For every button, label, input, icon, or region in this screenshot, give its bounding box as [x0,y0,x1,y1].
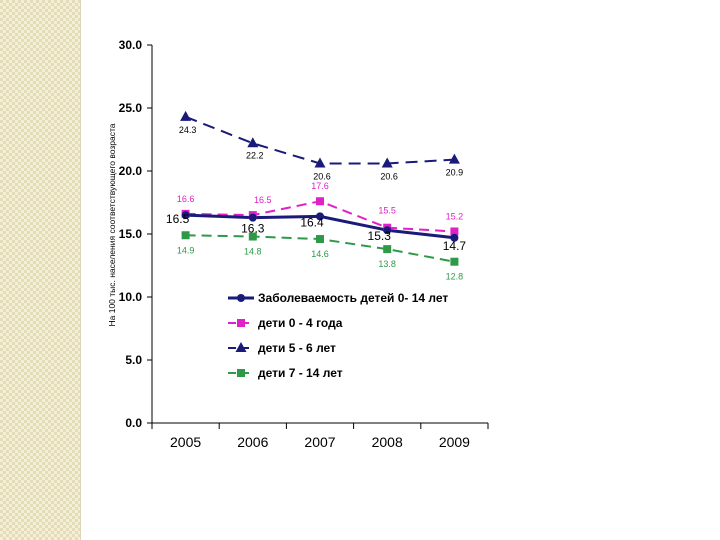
data-label: 15.2 [446,211,464,221]
data-label: 20.6 [313,171,331,181]
data-label: 22.2 [246,150,264,160]
y-tick-label: 20.0 [119,164,143,178]
data-point [248,232,257,241]
data-label: 14.8 [244,247,262,257]
data-label: 16.4 [300,215,324,229]
legend-marker [237,294,245,302]
legend-label: дети 0 - 4 года [258,316,343,330]
legend-label: Заболеваемость детей 0- 14 лет [258,291,448,305]
data-label: 20.9 [446,168,464,178]
data-point [316,212,324,221]
legend-marker [237,319,245,327]
legend-label: дети 7 - 14 лет [258,366,343,380]
series-line [185,115,455,165]
legend-label: дети 5 - 6 лет [258,341,336,355]
legend-marker [237,369,245,377]
data-point [450,257,459,266]
y-tick-label: 15.0 [119,227,143,241]
data-point [314,157,326,168]
data-label: 24.3 [179,125,197,135]
data-point [383,226,392,235]
data-label: 16.5 [254,195,272,205]
y-tick-label: 30.0 [119,38,143,52]
legend-marker [235,342,247,352]
data-label: 16.6 [177,194,195,204]
data-point [316,197,324,206]
panel-divider [80,0,81,540]
data-label: 14.6 [311,249,329,259]
x-axis-ticks: 2005 2006 2007 2008 2009 [151,423,489,450]
x-tick-label: 2007 [304,434,335,450]
y-tick-label: 10.0 [119,290,143,304]
data-point [381,157,393,168]
data-label: 16.3 [241,222,265,236]
data-label: 15.5 [378,206,396,216]
data-point [180,110,192,121]
y-axis-ticks: 0.0 5.0 10.0 15.0 20.0 25.0 30.0 [119,38,152,430]
data-point [181,211,190,220]
x-tick-label: 2009 [439,434,470,450]
data-label: 12.8 [446,272,464,282]
y-tick-label: 0.0 [125,416,142,430]
data-labels: 16.5 16.3 16.4 15.3 14.7 16.6 16.5 17.6 15.5 15.2… [166,125,466,282]
data-label: 20.6 [380,171,398,181]
data-label: 13.8 [378,259,396,269]
series-markers [180,110,460,266]
data-point [450,233,459,242]
y-tick-label: 25.0 [119,101,143,115]
data-point [247,137,259,148]
data-label: 15.3 [368,229,392,243]
y-tick-label: 5.0 [125,353,142,367]
data-point [450,227,459,236]
x-tick-label: 2008 [372,434,403,450]
data-point [383,245,392,254]
data-label: 16.5 [166,212,190,226]
data-label: 14.7 [443,239,467,253]
data-label: 14.9 [177,245,195,255]
y-axis-label: На 100 тыс. населения соответствующего в… [107,123,117,326]
data-point [316,235,324,244]
x-tick-label: 2005 [170,434,201,450]
x-tick-label: 2006 [237,434,268,450]
legend: Заболеваемость детей 0- 14 лет дети 0 - 4… [228,291,448,380]
data-label: 17.6 [311,181,329,191]
data-point [248,213,257,222]
decorative-stripe-panel [0,0,80,540]
data-point [181,231,190,240]
data-point [448,153,460,164]
